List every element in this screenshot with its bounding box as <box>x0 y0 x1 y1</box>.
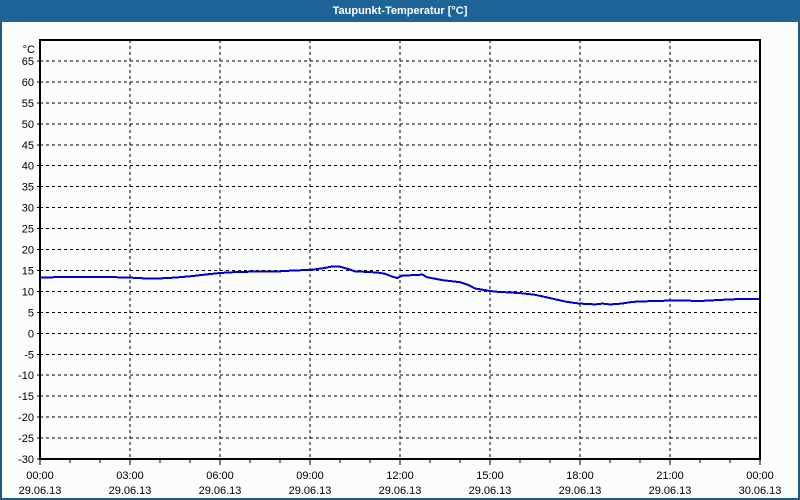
window-title-bar[interactable]: Taupunkt-Temperatur [°C] <box>0 0 800 22</box>
x-axis-time-label: 15:00 <box>476 470 504 482</box>
y-axis-tick-label: 40 <box>22 161 34 173</box>
y-axis-tick-label: -10 <box>18 370 34 382</box>
x-axis-time-label: 21:00 <box>656 470 684 482</box>
y-axis-tick-label: -20 <box>18 412 34 424</box>
x-axis-date-label: 29.06.13 <box>19 485 62 497</box>
y-axis-tick-label: -15 <box>18 391 34 403</box>
x-axis-date-label: 29.06.13 <box>289 485 332 497</box>
y-axis-tick-label: -25 <box>18 433 34 445</box>
y-axis-tick-label: 0 <box>28 328 34 340</box>
y-axis-tick-label: -5 <box>24 349 34 361</box>
x-axis-time-label: 12:00 <box>386 470 414 482</box>
y-axis-tick-label: 30 <box>22 203 34 215</box>
y-axis-unit-label: °C <box>23 44 35 56</box>
window-title: Taupunkt-Temperatur [°C] <box>332 5 468 17</box>
x-axis-time-label: 06:00 <box>206 470 234 482</box>
y-axis-tick-label: 35 <box>22 182 34 194</box>
x-axis-time-label: 00:00 <box>26 470 54 482</box>
x-axis-date-label: 29.06.13 <box>379 485 422 497</box>
y-axis-tick-label: 20 <box>22 245 34 257</box>
y-axis-tick-label: 45 <box>22 140 34 152</box>
x-axis-date-label: 29.06.13 <box>199 485 242 497</box>
x-axis-time-label: 18:00 <box>566 470 594 482</box>
x-axis-date-label: 29.06.13 <box>559 485 602 497</box>
x-axis-time-label: 03:00 <box>116 470 144 482</box>
y-axis-tick-label: -30 <box>18 454 34 466</box>
dew-point-series-line <box>39 265 760 306</box>
y-axis-tick-label: 60 <box>22 77 34 89</box>
x-axis-time-label: 00:00 <box>746 470 774 482</box>
y-axis-tick-label: 65 <box>22 56 34 68</box>
x-axis-date-label: 29.06.13 <box>109 485 152 497</box>
y-axis-tick-label: 15 <box>22 265 34 277</box>
x-axis-date-label: 29.06.13 <box>469 485 512 497</box>
y-axis-tick-label: 5 <box>28 307 34 319</box>
x-axis-date-label: 30.06.13 <box>739 485 782 497</box>
y-axis-tick-label: 10 <box>22 286 34 298</box>
y-axis-tick-label: 55 <box>22 98 34 110</box>
y-axis-tick-label: 50 <box>22 119 34 131</box>
x-axis-date-label: 29.06.13 <box>649 485 692 497</box>
x-axis-time-label: 09:00 <box>296 470 324 482</box>
y-axis-tick-label: 25 <box>22 224 34 236</box>
